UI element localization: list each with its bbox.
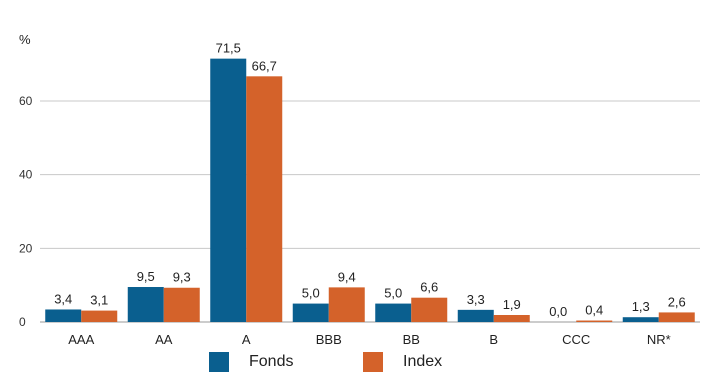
- data-label: 3,1: [90, 293, 108, 308]
- data-label: 0,0: [549, 304, 567, 319]
- data-label: 66,7: [252, 58, 277, 73]
- category-label: BBB: [316, 332, 342, 347]
- legend-item-index: Index: [363, 352, 442, 372]
- bar-index-NR*: [658, 312, 695, 322]
- legend-swatch-fonds: [209, 352, 229, 372]
- y-tick-label: 60: [19, 94, 33, 108]
- category-label: AAA: [68, 332, 94, 347]
- bar-fonds-A: [210, 58, 247, 323]
- bars: [45, 58, 695, 323]
- x-axis-categories: AAA AA A BBB BB B CCC NR*: [68, 332, 670, 347]
- bar-fonds-AAA: [45, 309, 82, 322]
- bar-fonds-B: [457, 309, 494, 322]
- data-label: 5,0: [384, 286, 402, 301]
- category-label: AA: [155, 332, 173, 347]
- data-labels: 3,4 3,1 9,5 9,3 71,5 66,7 5,0 9,4 5,0 6,6 3,3 1,9 0,…: [54, 41, 686, 319]
- data-label: 1,3: [632, 299, 650, 314]
- bar-fonds-AA: [127, 287, 164, 322]
- bar-fonds-NR*: [622, 317, 659, 322]
- data-label: 9,5: [137, 269, 155, 284]
- y-tick-label: 0: [19, 315, 26, 329]
- legend-label-index: Index: [403, 353, 443, 370]
- y-tick-label: 40: [19, 168, 33, 182]
- y-axis-ticks: 0 20 40 60: [19, 94, 33, 329]
- data-label: 2,6: [668, 294, 686, 309]
- data-label: 9,4: [338, 269, 356, 284]
- data-label: 9,3: [173, 270, 191, 285]
- category-label: NR*: [647, 332, 671, 347]
- bar-chart: % 0 20 40 60 3,4 3,1 9,5 9,3 71,5 66,7 5,0 9,4 5,0 6…: [19, 32, 700, 347]
- bar-index-AAA: [81, 310, 118, 322]
- legend: Fonds Index: [0, 352, 705, 378]
- bar-index-BB: [411, 297, 448, 322]
- data-label: 1,9: [503, 297, 521, 312]
- bar-index-AA: [163, 287, 200, 322]
- bar-index-A: [246, 76, 283, 323]
- category-label: CCC: [562, 332, 590, 347]
- category-label: B: [489, 332, 498, 347]
- bar-fonds-BBB: [292, 303, 329, 322]
- category-label: A: [242, 332, 251, 347]
- data-label: 71,5: [216, 41, 241, 56]
- data-label: 5,0: [302, 286, 320, 301]
- bar-fonds-BB: [375, 303, 412, 322]
- bar-index-CCC: [576, 320, 613, 322]
- legend-label-fonds: Fonds: [249, 353, 294, 370]
- data-label: 3,4: [54, 291, 72, 306]
- data-label: 3,3: [467, 292, 485, 307]
- legend-swatch-index: [363, 352, 383, 372]
- data-label: 6,6: [420, 280, 438, 295]
- category-label: BB: [403, 332, 420, 347]
- data-label: 0,4: [585, 303, 603, 318]
- legend-item-fonds: Fonds: [209, 352, 293, 372]
- y-unit-label: %: [19, 32, 31, 47]
- bar-index-BBB: [328, 287, 365, 322]
- bar-index-B: [493, 315, 530, 322]
- y-tick-label: 20: [19, 241, 33, 255]
